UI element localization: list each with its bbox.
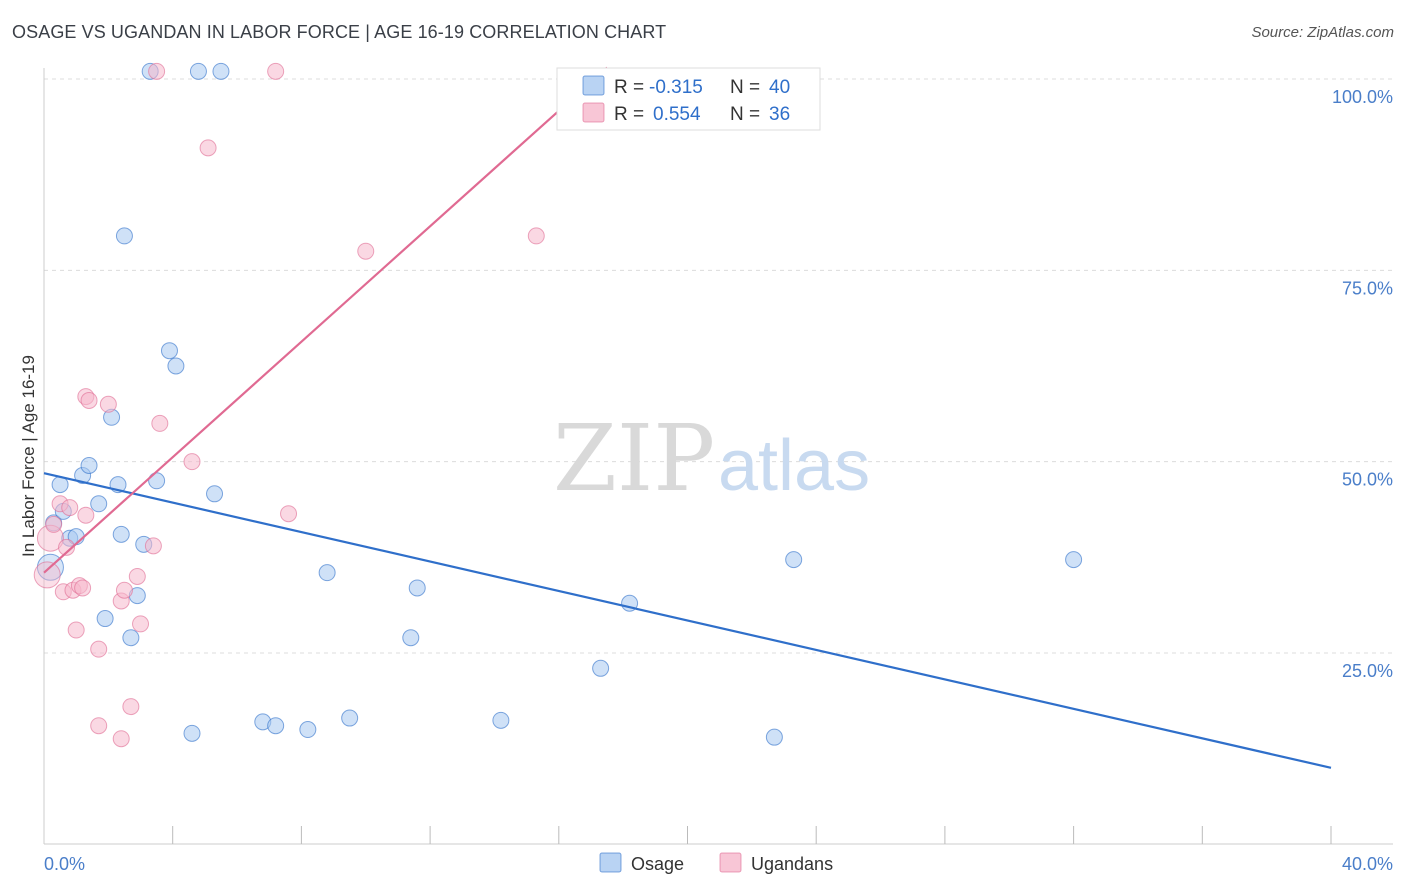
osage-point-22 (189, 62, 207, 80)
chart-title: OSAGE VS UGANDAN IN LABOR FORCE | AGE 16… (12, 22, 667, 42)
ugandans-point-22 (132, 615, 150, 633)
ugandans-point-11 (77, 506, 95, 524)
series-legend-swatch-osage (599, 852, 622, 873)
ugandans-point-21 (128, 567, 146, 585)
osage-point-7 (80, 456, 98, 474)
osage-point-9 (96, 610, 114, 628)
legend-n-label-osage: N = (730, 77, 760, 98)
osage-point-21 (183, 724, 201, 742)
ugandans-point-25 (151, 414, 169, 432)
x-tick-label-max: 40.0% (1342, 854, 1393, 874)
legend-n-value-osage: 40 (769, 77, 790, 98)
osage-point-20 (167, 357, 185, 375)
watermark-atlas: atlas (718, 426, 870, 506)
osage-point-19 (160, 342, 178, 360)
grid-lines (44, 78, 1393, 654)
ugandans-point-20 (122, 698, 140, 716)
axes (43, 68, 1393, 845)
ugandans-point-29 (280, 505, 298, 523)
legend-n-label-ugandans: N = (730, 104, 760, 125)
osage-point-30 (408, 579, 426, 597)
ugandans-point-27 (199, 139, 217, 157)
y-tick-label-1: 50.0% (1342, 470, 1393, 490)
legend-r-label-ugandans: R = (614, 104, 644, 125)
ugandans-point-28 (267, 62, 285, 80)
osage-point-8 (90, 495, 108, 513)
osage-point-29 (341, 709, 359, 727)
y-axis-label: In Labor Force | Age 16-19 (19, 355, 38, 557)
ugandans-point-18 (112, 730, 130, 748)
osage-point-32 (492, 711, 510, 729)
ugandans-point-23 (144, 537, 162, 555)
correlation-legend: R = -0.315 N = 40 R = 0.554 N = 36 (556, 67, 821, 131)
ugandans-point-30 (357, 242, 375, 260)
legend-n-value-ugandans: 36 (769, 104, 790, 125)
series-legend-label-ugandans: Ugandans (751, 854, 833, 874)
ugandans-trend-line (43, 66, 608, 574)
osage-point-35 (765, 728, 783, 746)
osage-point-12 (112, 525, 130, 543)
ugandans-point-15 (90, 717, 108, 735)
watermark-zip: ZIP (553, 405, 715, 512)
osage-point-31 (402, 629, 420, 647)
ugandans-point-19 (115, 581, 133, 599)
ugandans-point-6 (61, 499, 79, 517)
ugandans-point-0 (33, 561, 61, 589)
osage-point-33 (592, 659, 610, 677)
ugandans-point-2 (45, 515, 63, 533)
osage-point-26 (267, 717, 285, 735)
osage-trend-line (43, 472, 1332, 769)
series-legend-swatch-ugandans (719, 852, 742, 873)
legend-swatch-osage (582, 75, 605, 96)
legend-r-value-ugandans: 0.554 (653, 104, 701, 125)
ugandans-point-26 (183, 453, 201, 471)
series-legend-label-osage: Osage (631, 854, 684, 874)
series-legend: Osage Ugandans (599, 852, 833, 874)
y-tick-labels: 25.0% 50.0% 75.0% 100.0% (1332, 87, 1393, 681)
ugandans-point-13 (80, 391, 98, 409)
osage-point-28 (318, 564, 336, 582)
ugandans-point-24 (148, 62, 166, 80)
ugandans-point-8 (67, 621, 85, 639)
ugandans-point-5 (58, 538, 76, 556)
osage-point-37 (1065, 551, 1083, 569)
legend-r-value-osage: -0.315 (649, 77, 703, 98)
osage-point-24 (212, 62, 230, 80)
y-tick-label-0: 25.0% (1342, 661, 1393, 681)
osage-point-36 (785, 551, 803, 569)
osage-point-27 (299, 721, 317, 739)
osage-point-23 (206, 485, 224, 503)
source-credit: Source: ZipAtlas.com (1251, 24, 1394, 41)
y-tick-label-2: 75.0% (1342, 278, 1393, 298)
ugandans-point-10 (74, 579, 92, 597)
osage-point-13 (115, 227, 133, 245)
x-tick-label-min: 0.0% (44, 854, 85, 874)
legend-r-label-osage: R = (614, 77, 644, 98)
legend-swatch-ugandans (582, 102, 605, 123)
trend-lines (43, 66, 1332, 769)
y-tick-label-3: 100.0% (1332, 87, 1393, 107)
ugandans-point-31 (527, 227, 545, 245)
osage-point-14 (122, 629, 140, 647)
watermark: ZIP atlas (553, 405, 870, 512)
data-points (33, 62, 1083, 748)
ugandans-point-16 (99, 395, 117, 413)
ugandans-point-14 (90, 640, 108, 658)
